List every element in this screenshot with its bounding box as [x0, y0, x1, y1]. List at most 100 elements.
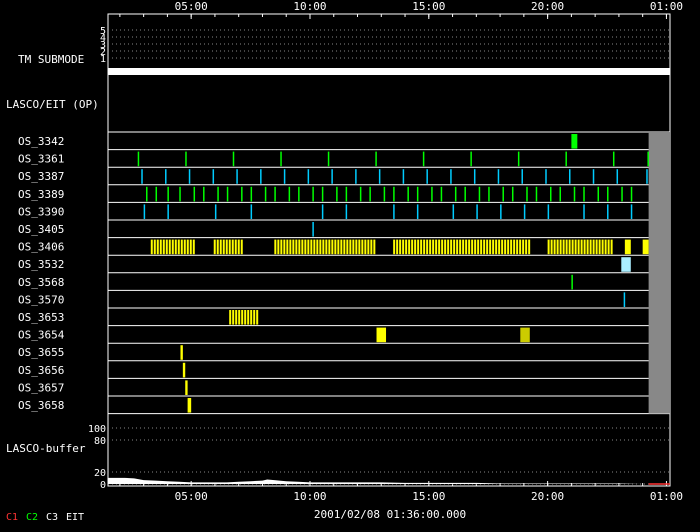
event-bar [528, 239, 531, 255]
event-bar [501, 239, 504, 255]
event-bar [238, 310, 241, 325]
event-tick [407, 186, 409, 202]
x-tick-label-top: 20:00 [531, 0, 564, 13]
event-bar [349, 239, 352, 255]
event-tick [167, 186, 169, 202]
event-tick [592, 169, 595, 184]
event-tick [616, 169, 619, 184]
event-bar [240, 239, 243, 255]
event-bar [162, 239, 165, 255]
buffer-label: LASCO-buffer [6, 442, 86, 455]
event-bar [150, 239, 153, 255]
event-tick [298, 186, 300, 202]
event-tick [250, 186, 253, 202]
event-bar [361, 239, 364, 255]
event-bar [187, 398, 192, 413]
event-bar [598, 239, 601, 255]
event-tick [146, 186, 148, 202]
event-bar [429, 239, 432, 255]
row-label: OS_3653 [18, 311, 64, 324]
event-bar [373, 239, 376, 255]
event-bar [507, 239, 510, 255]
date-label: 2001/02/08 01:36:00.000 [314, 508, 466, 521]
event-tick [288, 186, 291, 202]
event-bar [580, 239, 583, 255]
event-tick [402, 169, 405, 184]
x-tick-label-bottom: 10:00 [293, 490, 326, 503]
event-tick [526, 186, 528, 202]
row-label: OS_3655 [18, 346, 64, 359]
event-bar [459, 239, 462, 255]
event-tick [188, 169, 191, 184]
event-bar [522, 239, 525, 255]
event-bar [235, 310, 238, 325]
event-tick [236, 169, 238, 184]
event-tick [167, 204, 169, 219]
x-tick-label-bottom: 20:00 [531, 490, 564, 503]
event-bar [219, 239, 222, 255]
event-bar [216, 239, 219, 255]
buffer-tick: 20 [94, 468, 106, 479]
event-bar [438, 239, 441, 255]
event-tick [214, 204, 217, 219]
event-bar [234, 239, 237, 255]
legend-item: C3 [46, 512, 58, 523]
event-tick [431, 186, 433, 202]
event-bar [228, 239, 231, 255]
event-tick [359, 186, 362, 202]
event-bar [192, 239, 195, 255]
event-bar [231, 239, 234, 255]
event-tick [623, 292, 626, 307]
x-tick-label-bottom: 05:00 [175, 490, 208, 503]
event-bar [277, 239, 280, 255]
submode-tick: 3 [100, 40, 106, 51]
event-bar [352, 239, 355, 255]
event-bar [520, 327, 530, 343]
event-bar [256, 310, 259, 325]
x-tick-label-bottom: 15:00 [412, 490, 445, 503]
event-tick [217, 186, 219, 202]
event-bar [474, 239, 477, 255]
event-bar [495, 239, 498, 255]
event-tick [345, 204, 348, 219]
row-label: OS_3657 [18, 381, 64, 394]
event-bar [516, 239, 519, 255]
row-label: OS_3405 [18, 223, 64, 236]
row-label: OS_3342 [18, 135, 64, 148]
event-bar [174, 239, 177, 255]
event-bar [444, 239, 447, 255]
event-bar [316, 239, 319, 255]
event-bar [241, 310, 244, 325]
row-label: OS_3361 [18, 153, 64, 166]
event-tick [312, 222, 314, 237]
event-tick [375, 151, 377, 167]
event-bar [477, 239, 480, 255]
event-tick [203, 186, 205, 202]
event-bar [399, 239, 402, 255]
event-bar [232, 310, 235, 325]
event-bar [465, 239, 468, 255]
event-bar [367, 239, 370, 255]
event-bar [153, 239, 156, 255]
event-tick [232, 151, 235, 167]
event-tick [327, 151, 330, 167]
event-bar [450, 239, 453, 255]
event-tick [476, 204, 478, 219]
event-bar [513, 239, 516, 255]
event-bar [393, 239, 396, 255]
legend-item: EIT [66, 512, 84, 523]
event-bar [510, 239, 513, 255]
event-tick [470, 151, 472, 167]
event-bar [556, 239, 559, 255]
row-label: OS_3387 [18, 170, 64, 183]
event-tick [355, 169, 357, 184]
event-bar [280, 239, 283, 255]
future-shade [648, 132, 670, 414]
event-bar [247, 310, 250, 325]
event-tick [488, 186, 490, 202]
event-tick [250, 204, 253, 219]
event-tick [523, 204, 526, 219]
event-tick [607, 186, 609, 202]
legend-item: C2 [26, 512, 38, 523]
